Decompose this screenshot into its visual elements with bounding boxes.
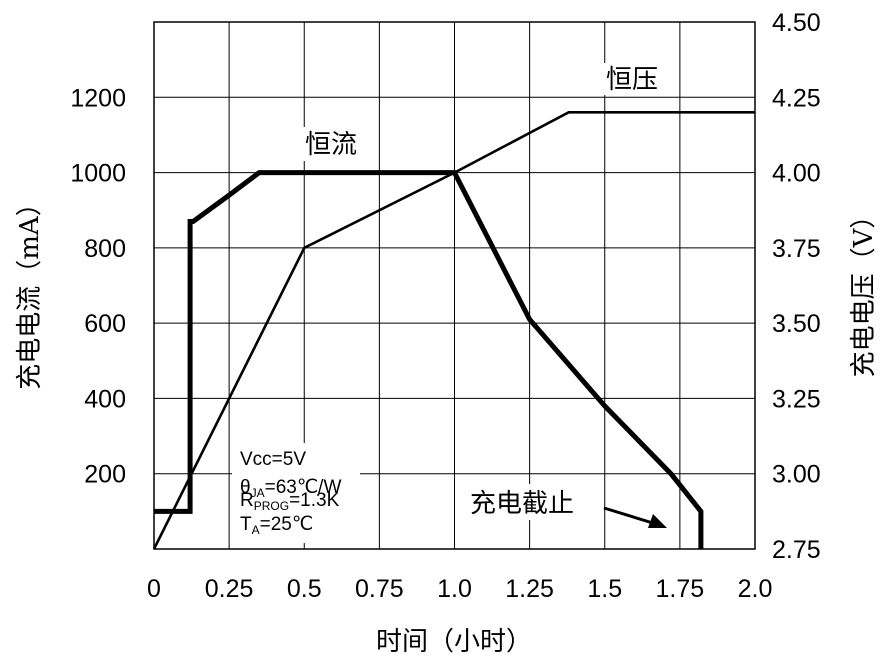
x-tick-label: 1.25 — [505, 575, 554, 603]
cond-t-rest: =25℃ — [260, 514, 314, 535]
plot-frame — [153, 21, 756, 550]
cond-theta-main: θ — [240, 477, 251, 498]
cv-label-bg — [601, 63, 677, 95]
x-axis-title: 时间（小时） — [376, 627, 532, 657]
cv-label: 恒压 — [606, 65, 658, 95]
grid-lines — [154, 22, 755, 549]
x-tick-label: 1.0 — [437, 575, 472, 603]
left-axis-title: 充电电流（mA） — [15, 190, 45, 389]
cutoff-label-bg — [466, 484, 602, 520]
left-tick-label: 1200 — [70, 84, 126, 112]
right-axis-title: 充电电压（V） — [849, 203, 879, 378]
right-tick-label: 3.50 — [772, 310, 821, 338]
left-tick-label: 800 — [84, 235, 126, 263]
x-tick-label: 1.5 — [587, 575, 622, 603]
x-tick-label: 2.0 — [738, 575, 773, 603]
cond-r-main: R — [240, 490, 254, 511]
cond-ta: TA=25℃ — [240, 514, 313, 537]
x-tick-label: 0.5 — [287, 575, 322, 603]
cond-vcc: Vcc=5V — [240, 449, 306, 470]
conditions-box — [232, 443, 360, 543]
right-tick-label: 3.25 — [772, 385, 821, 413]
voltage-series-line — [152, 111, 755, 550]
cond-t-main: T — [240, 514, 252, 535]
right-tick-label: 2.75 — [772, 536, 821, 564]
left-tick-labels: 200 400 600 800 1000 1200 — [70, 84, 126, 488]
x-tick-labels: 0 0.25 0.5 0.75 1.0 1.25 1.5 1.75 2.0 — [147, 575, 772, 603]
right-tick-labels: 2.75 3.00 3.25 3.50 3.75 4.00 4.25 4.50 — [772, 9, 821, 564]
cond-r-rest: =1.3K — [289, 490, 340, 511]
left-tick-label: 400 — [84, 385, 126, 413]
cond-rprog: RPROG=1.3K — [240, 490, 340, 513]
cond-r-sub: PROG — [254, 499, 289, 513]
right-tick-label: 3.00 — [772, 461, 821, 489]
left-tick-label: 200 — [84, 461, 126, 489]
cond-theta-sub: JA — [251, 486, 265, 500]
cc-label-bg — [300, 127, 376, 161]
right-tick-label: 3.75 — [772, 235, 821, 263]
x-tick-label: 0 — [147, 575, 161, 603]
right-tick-label: 4.00 — [772, 160, 821, 188]
cond-theta-rest: =63℃/W — [265, 477, 342, 498]
cutoff-label: 充电截止 — [470, 489, 574, 519]
x-tick-label: 0.75 — [355, 575, 404, 603]
cond-theta: θJA=63℃/W — [240, 477, 341, 500]
right-tick-label: 4.25 — [772, 84, 821, 112]
cond-t-sub: A — [252, 523, 260, 537]
cc-label: 恒流 — [305, 130, 357, 160]
right-tick-label: 4.50 — [772, 9, 821, 37]
x-tick-label: 1.75 — [656, 575, 705, 603]
left-tick-label: 1000 — [70, 160, 126, 188]
current-series-line — [154, 170, 704, 549]
left-tick-label: 600 — [84, 310, 126, 338]
series-layer — [152, 111, 755, 550]
cutoff-arrow — [603, 506, 667, 528]
x-tick-label: 0.25 — [205, 575, 254, 603]
